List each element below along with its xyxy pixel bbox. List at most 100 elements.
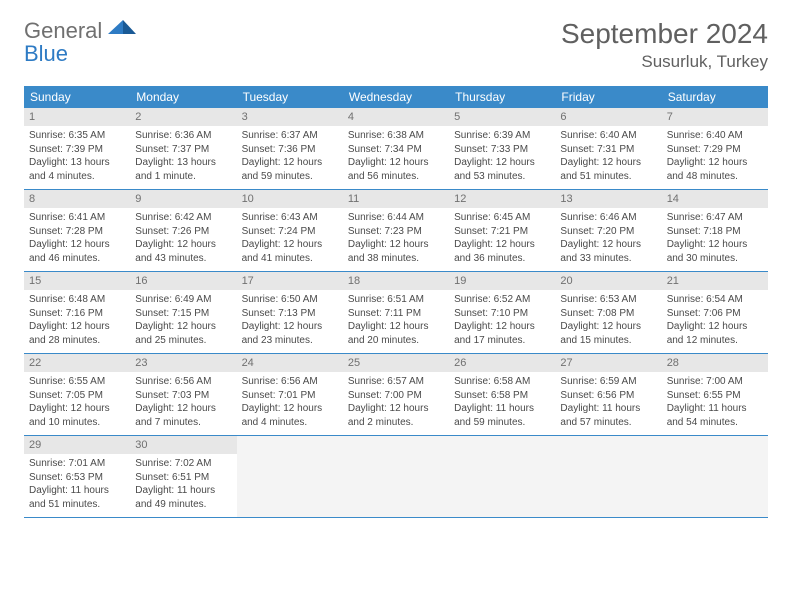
day-info: Sunrise: 6:53 AMSunset: 7:08 PMDaylight:…	[555, 290, 661, 353]
day-number: 4	[343, 108, 449, 126]
day-info: Sunrise: 6:39 AMSunset: 7:33 PMDaylight:…	[449, 126, 555, 189]
day-number: 29	[24, 436, 130, 454]
day-number: 3	[237, 108, 343, 126]
day-info: Sunrise: 7:02 AMSunset: 6:51 PMDaylight:…	[130, 454, 236, 517]
day-info: Sunrise: 6:40 AMSunset: 7:29 PMDaylight:…	[662, 126, 768, 189]
day-number: 13	[555, 190, 661, 208]
calendar-week-row: 22Sunrise: 6:55 AMSunset: 7:05 PMDayligh…	[24, 354, 768, 436]
calendar-day-cell: 6Sunrise: 6:40 AMSunset: 7:31 PMDaylight…	[555, 108, 661, 190]
day-info: Sunrise: 6:58 AMSunset: 6:58 PMDaylight:…	[449, 372, 555, 435]
day-number: 14	[662, 190, 768, 208]
day-number: 9	[130, 190, 236, 208]
calendar-day-cell	[343, 436, 449, 518]
weekday-header: Sunday	[24, 86, 130, 108]
calendar-day-cell: 7Sunrise: 6:40 AMSunset: 7:29 PMDaylight…	[662, 108, 768, 190]
day-info: Sunrise: 6:48 AMSunset: 7:16 PMDaylight:…	[24, 290, 130, 353]
day-info: Sunrise: 6:38 AMSunset: 7:34 PMDaylight:…	[343, 126, 449, 189]
day-number: 23	[130, 354, 236, 372]
day-info: Sunrise: 7:00 AMSunset: 6:55 PMDaylight:…	[662, 372, 768, 435]
calendar-day-cell: 27Sunrise: 6:59 AMSunset: 6:56 PMDayligh…	[555, 354, 661, 436]
calendar-day-cell	[555, 436, 661, 518]
day-number: 8	[24, 190, 130, 208]
calendar-day-cell	[237, 436, 343, 518]
day-info: Sunrise: 6:52 AMSunset: 7:10 PMDaylight:…	[449, 290, 555, 353]
calendar-day-cell: 12Sunrise: 6:45 AMSunset: 7:21 PMDayligh…	[449, 190, 555, 272]
calendar-day-cell	[449, 436, 555, 518]
day-number: 1	[24, 108, 130, 126]
calendar-day-cell: 20Sunrise: 6:53 AMSunset: 7:08 PMDayligh…	[555, 272, 661, 354]
day-number: 18	[343, 272, 449, 290]
day-info: Sunrise: 6:49 AMSunset: 7:15 PMDaylight:…	[130, 290, 236, 353]
day-number: 25	[343, 354, 449, 372]
calendar-day-cell	[662, 436, 768, 518]
day-info: Sunrise: 6:35 AMSunset: 7:39 PMDaylight:…	[24, 126, 130, 189]
calendar-table: SundayMondayTuesdayWednesdayThursdayFrid…	[24, 86, 768, 518]
day-info: Sunrise: 6:50 AMSunset: 7:13 PMDaylight:…	[237, 290, 343, 353]
day-info: Sunrise: 7:01 AMSunset: 6:53 PMDaylight:…	[24, 454, 130, 517]
calendar-day-cell: 1Sunrise: 6:35 AMSunset: 7:39 PMDaylight…	[24, 108, 130, 190]
weekday-header-row: SundayMondayTuesdayWednesdayThursdayFrid…	[24, 86, 768, 108]
logo-line2: Blue	[24, 41, 68, 66]
calendar-day-cell: 29Sunrise: 7:01 AMSunset: 6:53 PMDayligh…	[24, 436, 130, 518]
day-info: Sunrise: 6:57 AMSunset: 7:00 PMDaylight:…	[343, 372, 449, 435]
day-info: Sunrise: 6:43 AMSunset: 7:24 PMDaylight:…	[237, 208, 343, 271]
day-number: 7	[662, 108, 768, 126]
day-info: Sunrise: 6:44 AMSunset: 7:23 PMDaylight:…	[343, 208, 449, 271]
day-info: Sunrise: 6:46 AMSunset: 7:20 PMDaylight:…	[555, 208, 661, 271]
calendar-day-cell: 5Sunrise: 6:39 AMSunset: 7:33 PMDaylight…	[449, 108, 555, 190]
calendar-day-cell: 28Sunrise: 7:00 AMSunset: 6:55 PMDayligh…	[662, 354, 768, 436]
logo-line1: General	[24, 18, 102, 43]
day-info: Sunrise: 6:59 AMSunset: 6:56 PMDaylight:…	[555, 372, 661, 435]
day-info: Sunrise: 6:36 AMSunset: 7:37 PMDaylight:…	[130, 126, 236, 189]
day-number: 21	[662, 272, 768, 290]
day-number: 11	[343, 190, 449, 208]
day-number: 30	[130, 436, 236, 454]
logo: General Blue	[24, 18, 138, 65]
day-info: Sunrise: 6:47 AMSunset: 7:18 PMDaylight:…	[662, 208, 768, 271]
calendar-day-cell: 18Sunrise: 6:51 AMSunset: 7:11 PMDayligh…	[343, 272, 449, 354]
logo-mark-icon	[108, 18, 138, 38]
calendar-day-cell: 19Sunrise: 6:52 AMSunset: 7:10 PMDayligh…	[449, 272, 555, 354]
logo-text: General Blue	[24, 18, 138, 65]
day-info: Sunrise: 6:55 AMSunset: 7:05 PMDaylight:…	[24, 372, 130, 435]
day-number: 10	[237, 190, 343, 208]
day-info: Sunrise: 6:56 AMSunset: 7:01 PMDaylight:…	[237, 372, 343, 435]
header: General Blue September 2024 Susurluk, Tu…	[24, 18, 768, 72]
calendar-day-cell: 2Sunrise: 6:36 AMSunset: 7:37 PMDaylight…	[130, 108, 236, 190]
calendar-day-cell: 3Sunrise: 6:37 AMSunset: 7:36 PMDaylight…	[237, 108, 343, 190]
calendar-day-cell: 22Sunrise: 6:55 AMSunset: 7:05 PMDayligh…	[24, 354, 130, 436]
weekday-header: Saturday	[662, 86, 768, 108]
calendar-day-cell: 15Sunrise: 6:48 AMSunset: 7:16 PMDayligh…	[24, 272, 130, 354]
day-number: 5	[449, 108, 555, 126]
calendar-day-cell: 30Sunrise: 7:02 AMSunset: 6:51 PMDayligh…	[130, 436, 236, 518]
day-info: Sunrise: 6:42 AMSunset: 7:26 PMDaylight:…	[130, 208, 236, 271]
calendar-week-row: 1Sunrise: 6:35 AMSunset: 7:39 PMDaylight…	[24, 108, 768, 190]
day-number: 27	[555, 354, 661, 372]
calendar-day-cell: 23Sunrise: 6:56 AMSunset: 7:03 PMDayligh…	[130, 354, 236, 436]
day-info: Sunrise: 6:54 AMSunset: 7:06 PMDaylight:…	[662, 290, 768, 353]
calendar-week-row: 8Sunrise: 6:41 AMSunset: 7:28 PMDaylight…	[24, 190, 768, 272]
day-info: Sunrise: 6:40 AMSunset: 7:31 PMDaylight:…	[555, 126, 661, 189]
calendar-day-cell: 8Sunrise: 6:41 AMSunset: 7:28 PMDaylight…	[24, 190, 130, 272]
day-info: Sunrise: 6:45 AMSunset: 7:21 PMDaylight:…	[449, 208, 555, 271]
day-info: Sunrise: 6:51 AMSunset: 7:11 PMDaylight:…	[343, 290, 449, 353]
calendar-day-cell: 11Sunrise: 6:44 AMSunset: 7:23 PMDayligh…	[343, 190, 449, 272]
day-number: 12	[449, 190, 555, 208]
calendar-day-cell: 9Sunrise: 6:42 AMSunset: 7:26 PMDaylight…	[130, 190, 236, 272]
calendar-day-cell: 17Sunrise: 6:50 AMSunset: 7:13 PMDayligh…	[237, 272, 343, 354]
location: Susurluk, Turkey	[561, 52, 768, 72]
day-number: 6	[555, 108, 661, 126]
calendar-day-cell: 24Sunrise: 6:56 AMSunset: 7:01 PMDayligh…	[237, 354, 343, 436]
weekday-header: Monday	[130, 86, 236, 108]
calendar-week-row: 15Sunrise: 6:48 AMSunset: 7:16 PMDayligh…	[24, 272, 768, 354]
calendar-day-cell: 10Sunrise: 6:43 AMSunset: 7:24 PMDayligh…	[237, 190, 343, 272]
calendar-day-cell: 14Sunrise: 6:47 AMSunset: 7:18 PMDayligh…	[662, 190, 768, 272]
calendar-day-cell: 25Sunrise: 6:57 AMSunset: 7:00 PMDayligh…	[343, 354, 449, 436]
day-number: 26	[449, 354, 555, 372]
day-info: Sunrise: 6:56 AMSunset: 7:03 PMDaylight:…	[130, 372, 236, 435]
calendar-body: 1Sunrise: 6:35 AMSunset: 7:39 PMDaylight…	[24, 108, 768, 518]
calendar-day-cell: 26Sunrise: 6:58 AMSunset: 6:58 PMDayligh…	[449, 354, 555, 436]
day-number: 16	[130, 272, 236, 290]
day-info: Sunrise: 6:41 AMSunset: 7:28 PMDaylight:…	[24, 208, 130, 271]
calendar-day-cell: 4Sunrise: 6:38 AMSunset: 7:34 PMDaylight…	[343, 108, 449, 190]
